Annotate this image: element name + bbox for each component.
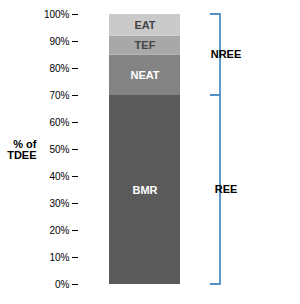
svg-text:TEF: TEF — [135, 39, 156, 51]
svg-text:70%: 70% — [49, 90, 69, 101]
svg-text:80%: 80% — [49, 63, 69, 74]
svg-text:NREE: NREE — [211, 48, 242, 60]
svg-text:10%: 10% — [49, 252, 69, 263]
svg-text:20%: 20% — [49, 225, 69, 236]
svg-text:90%: 90% — [49, 36, 69, 47]
svg-text:30%: 30% — [49, 198, 69, 209]
svg-text:EAT: EAT — [134, 19, 155, 31]
svg-text:REE: REE — [215, 183, 238, 195]
svg-text:0%: 0% — [55, 279, 70, 290]
svg-text:100%: 100% — [44, 9, 70, 20]
svg-text:BMR: BMR — [132, 184, 157, 196]
svg-text:% ofTDEE: % ofTDEE — [7, 138, 37, 161]
svg-text:60%: 60% — [49, 117, 69, 128]
svg-text:50%: 50% — [49, 144, 69, 155]
svg-text:40%: 40% — [49, 171, 69, 182]
svg-text:NEAT: NEAT — [130, 69, 159, 81]
